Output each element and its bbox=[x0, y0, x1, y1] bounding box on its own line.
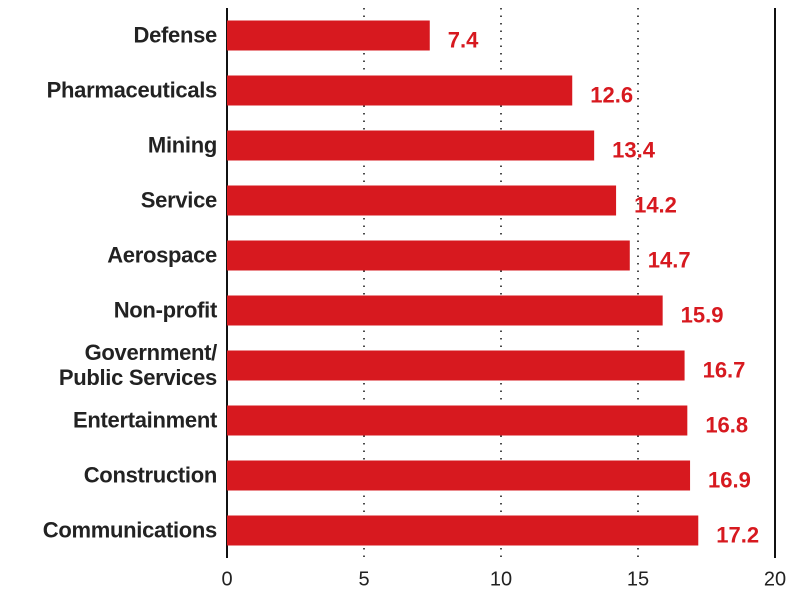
y-tick-label: Government/Public Services bbox=[59, 340, 217, 390]
y-tick-label: Non-profit bbox=[114, 297, 218, 322]
bar bbox=[227, 405, 688, 436]
value-label: 16.8 bbox=[705, 412, 748, 437]
value-label: 15.9 bbox=[681, 302, 724, 327]
bar bbox=[227, 460, 691, 491]
bar bbox=[227, 295, 663, 326]
bar bbox=[227, 185, 617, 216]
value-label: 17.2 bbox=[716, 522, 759, 547]
y-tick-label: Entertainment bbox=[73, 407, 218, 432]
value-label: 7.4 bbox=[448, 27, 479, 52]
y-tick-label: Service bbox=[141, 187, 217, 212]
value-label: 14.7 bbox=[648, 247, 691, 272]
y-tick-label: Pharmaceuticals bbox=[47, 77, 217, 102]
y-tick-label: Defense bbox=[134, 22, 218, 47]
x-tick-label: 0 bbox=[221, 568, 232, 590]
bar bbox=[227, 75, 573, 106]
bar bbox=[227, 240, 630, 271]
bar bbox=[227, 350, 685, 381]
bar bbox=[227, 20, 430, 51]
y-tick-label: Communications bbox=[43, 517, 217, 542]
value-label: 14.2 bbox=[634, 192, 677, 217]
bar bbox=[227, 130, 595, 161]
x-tick-label: 10 bbox=[490, 568, 512, 590]
x-tick-label: 5 bbox=[358, 568, 369, 590]
bar bbox=[227, 515, 699, 546]
y-tick-label: Mining bbox=[148, 132, 217, 157]
x-tick-label: 20 bbox=[764, 568, 786, 590]
value-label: 13.4 bbox=[612, 137, 656, 162]
value-label: 16.9 bbox=[708, 467, 751, 492]
y-tick-label: Construction bbox=[84, 462, 217, 487]
value-label: 16.7 bbox=[703, 357, 746, 382]
x-tick-label: 15 bbox=[627, 568, 649, 590]
y-tick-label: Aerospace bbox=[107, 242, 217, 267]
value-label: 12.6 bbox=[590, 82, 633, 107]
